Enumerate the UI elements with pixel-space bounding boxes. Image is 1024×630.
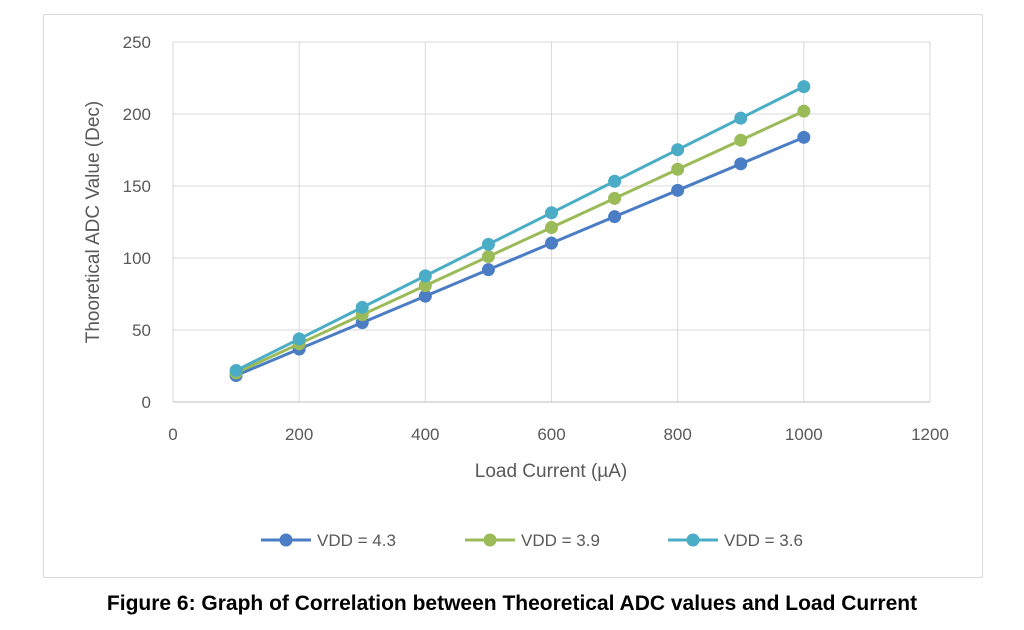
data-point [545,236,558,250]
y-tick-label: 0 [142,393,151,412]
y-axis-label: Thooretical ADC Value (Dec) [83,101,104,344]
data-point [734,111,748,125]
y-tick-label: 50 [132,321,151,340]
data-point [418,269,432,283]
x-tick-label: 600 [537,425,565,444]
x-tick-label: 1200 [911,425,949,444]
legend-label: VDD = 4.3 [317,531,396,550]
legend-label: VDD = 3.6 [724,531,803,550]
data-point [545,206,558,220]
x-tick-label: 0 [168,425,177,444]
data-point [797,80,811,94]
chart-area [43,14,983,578]
data-point [608,174,622,188]
data-point [355,300,369,314]
data-point [734,157,748,171]
data-point [671,162,685,176]
x-tick-label: 200 [285,425,313,444]
data-point [229,363,243,377]
data-point [418,289,432,303]
data-point [608,191,622,205]
y-tick-label: 150 [123,177,151,196]
data-point [608,210,622,224]
series-line-0 [235,135,805,377]
legend-marker [686,533,700,547]
data-point [671,143,685,157]
x-tick-label: 1000 [785,425,823,444]
data-point [734,133,748,147]
data-point [671,183,685,197]
legend-marker [279,533,293,547]
legend-marker [483,533,497,547]
y-tick-label: 100 [123,249,151,268]
data-point [481,263,495,277]
data-point [797,104,811,118]
data-point [418,279,432,293]
x-tick-label: 800 [663,425,691,444]
legend-label: VDD = 3.9 [521,531,600,550]
figure-caption: Figure 6: Graph of Correlation between T… [106,592,918,615]
data-point [481,237,495,251]
y-tick-label: 200 [123,105,151,124]
data-point [481,250,495,264]
data-point [292,332,306,346]
series-line-1 [235,109,805,375]
x-tick-label: 400 [411,425,439,444]
y-tick-label: 250 [123,33,151,52]
series-line-2 [235,85,805,372]
data-point [545,220,558,234]
x-axis-label: Load Current (µA) [475,461,627,482]
data-point [797,130,811,144]
